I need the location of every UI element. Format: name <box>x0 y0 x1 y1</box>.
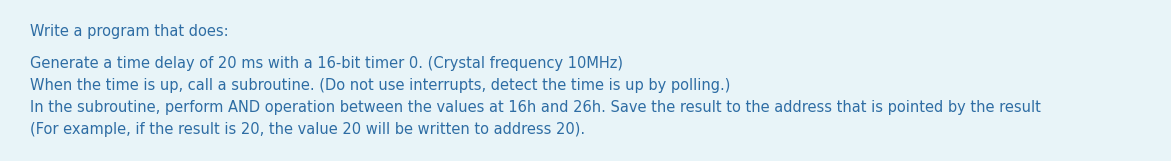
Text: In the subroutine, perform AND operation between the values at 16h and 26h. Save: In the subroutine, perform AND operation… <box>30 100 1041 115</box>
Text: When the time is up, call a subroutine. (Do not use interrupts, detect the time : When the time is up, call a subroutine. … <box>30 78 731 93</box>
Text: (For example, if the result is 20, the value 20 will be written to address 20).: (For example, if the result is 20, the v… <box>30 122 586 137</box>
Text: Generate a time delay of 20 ms with a 16-bit timer 0. (Crystal frequency 10MHz): Generate a time delay of 20 ms with a 16… <box>30 56 623 71</box>
Text: Write a program that does:: Write a program that does: <box>30 24 228 39</box>
